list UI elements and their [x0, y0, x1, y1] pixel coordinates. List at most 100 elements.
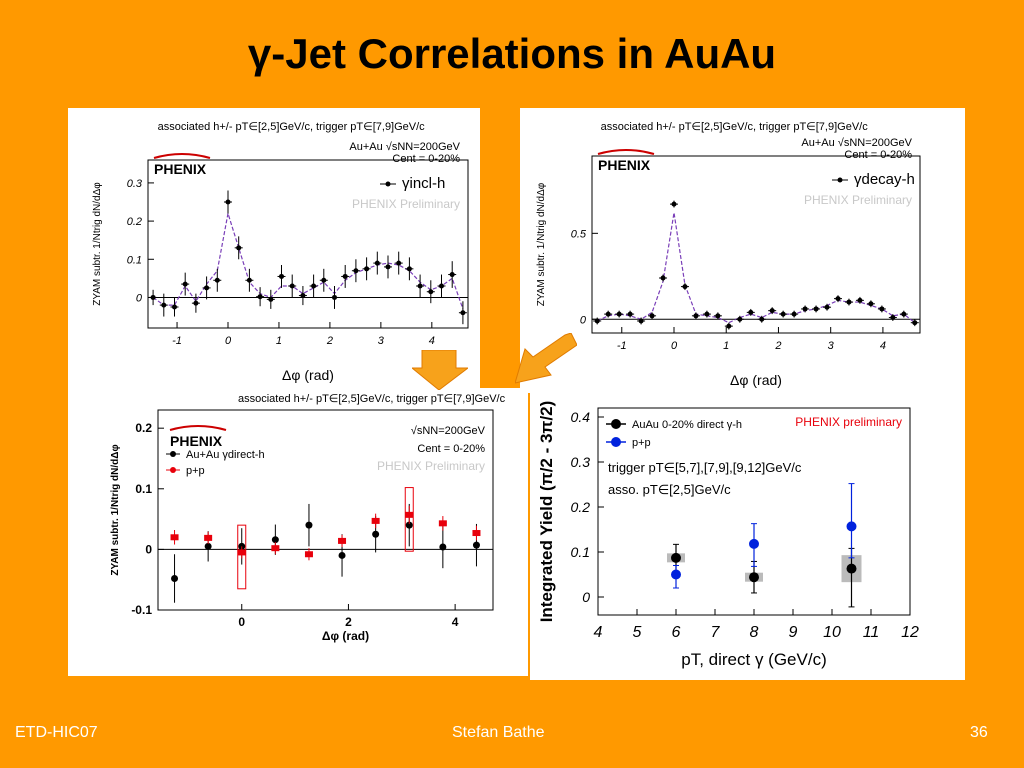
- chart-panel-decay: associated h+/- pT∈[2,5]GeV/c, trigger p…: [520, 108, 965, 393]
- data-point: [671, 569, 681, 580]
- data-point: [439, 543, 447, 551]
- data-point: [605, 311, 611, 317]
- data-point: [364, 266, 370, 272]
- diagonal-arrow-icon: [515, 333, 577, 384]
- plot-frame-2: [157, 409, 494, 611]
- y-tick-label: 0: [136, 292, 143, 304]
- phenix-logo-arc: [169, 425, 227, 431]
- y-tick-label: 0.3: [571, 454, 591, 470]
- y-tick-label: 0.1: [135, 482, 152, 496]
- y-tick-label: 0.2: [135, 421, 152, 435]
- plot-frame-0: [147, 159, 469, 329]
- phenix-logo-text: PHENIX: [170, 433, 223, 449]
- chart-panel-incl: associated h+/- pT∈[2,5]GeV/c, trigger p…: [68, 108, 480, 388]
- data-point: [161, 302, 167, 308]
- x-tick-label: -1: [172, 335, 182, 347]
- legend-marker: [837, 177, 843, 183]
- data-point: [331, 294, 337, 300]
- data-point: [616, 311, 622, 317]
- data-point: [150, 294, 156, 300]
- data-point: [338, 551, 346, 559]
- data-point: [749, 538, 759, 549]
- data-point: [371, 517, 380, 524]
- data-point: [671, 552, 681, 563]
- x-tick-label: 4: [429, 335, 435, 347]
- data-point: [438, 520, 447, 527]
- data-point: [749, 572, 759, 583]
- x-axis-label: pT, direct γ (GeV/c): [681, 650, 826, 669]
- sys-box: [404, 487, 414, 552]
- data-point: [171, 304, 177, 310]
- data-point: [385, 264, 391, 270]
- x-axis-label: Δφ (rad): [322, 629, 369, 643]
- x-tick-label: 1: [723, 340, 729, 352]
- data-point: [182, 281, 188, 287]
- y-tick-label: 0.4: [571, 409, 591, 425]
- y-tick-label: -0.1: [131, 603, 152, 617]
- data-point: [204, 542, 212, 550]
- data-point: [271, 545, 280, 552]
- phenix-logo-arc: [597, 149, 655, 155]
- x-tick-label: 0: [671, 340, 678, 352]
- fit-curve: [596, 212, 916, 324]
- data-point: [342, 273, 348, 279]
- legend-label: p+p: [632, 437, 651, 449]
- y-axis-label: Integrated Yield (π/2 - 3π/2): [537, 401, 556, 623]
- x-axis-label: Δφ (rad): [730, 372, 782, 388]
- x-tick-label: 3: [828, 340, 835, 352]
- data-point: [311, 283, 317, 289]
- x-tick-label: 4: [594, 624, 603, 641]
- chart-panel-direct: associated h+/- pT∈[2,5]GeV/c, trigger p…: [68, 388, 528, 676]
- slide-title: γ-Jet Correlations in AuAu: [247, 30, 777, 77]
- x-tick-label: 5: [633, 624, 642, 641]
- data-point: [405, 511, 414, 518]
- x-tick-label: 8: [750, 624, 759, 641]
- footer-left: ETD-HIC07: [15, 724, 98, 741]
- chart-incl: associated h+/- pT∈[2,5]GeV/c, trigger p…: [92, 121, 469, 383]
- data-point: [857, 297, 863, 303]
- data-point: [846, 521, 857, 532]
- x-tick-label: -1: [617, 340, 627, 352]
- data-point: [372, 530, 380, 538]
- footer-center: Stefan Bathe: [452, 724, 545, 741]
- data-point: [338, 537, 347, 544]
- data-point: [737, 316, 743, 322]
- x-tick-label: 0: [238, 615, 245, 629]
- x-tick-label: 10: [823, 624, 841, 641]
- data-point: [660, 275, 666, 281]
- chart-header: associated h+/- pT∈[2,5]GeV/c, trigger p…: [601, 121, 869, 133]
- data-point: [671, 201, 677, 207]
- data-point: [769, 308, 775, 314]
- legend-marker: [611, 419, 621, 429]
- phenix-logo-2: PHENIX: [169, 425, 227, 449]
- fit-curve: [152, 213, 464, 310]
- data-point: [170, 534, 179, 541]
- watermark: PHENIX preliminary: [795, 415, 902, 429]
- watermark: PHENIX Preliminary: [377, 459, 485, 473]
- plot-frame-1: [591, 155, 921, 334]
- data-point: [405, 521, 413, 529]
- data-point: [268, 296, 274, 302]
- phenix-logo-arc: [153, 153, 211, 159]
- y-axis-label: ZYAM subtr. 1/Ntrig dN/dΔφ: [110, 444, 121, 575]
- y-tick-label: 0: [580, 314, 587, 326]
- data-point: [353, 268, 359, 274]
- x-tick-label: 2: [345, 615, 352, 629]
- data-point: [846, 299, 852, 305]
- x-tick-label: 1: [276, 335, 282, 347]
- data-point: [396, 260, 402, 266]
- data-point: [726, 323, 732, 329]
- phenix-logo-text: PHENIX: [598, 157, 651, 173]
- y-tick-label: 0.3: [127, 178, 143, 190]
- data-point: [236, 245, 242, 251]
- centrality-label: Cent = 0-20%: [844, 149, 912, 161]
- data-point: [748, 309, 754, 315]
- data-point: [321, 277, 327, 283]
- data-point: [627, 311, 633, 317]
- data-point: [204, 285, 210, 291]
- data-point: [835, 296, 841, 302]
- data-point: [879, 306, 885, 312]
- data-point: [171, 574, 179, 582]
- data-point: [428, 289, 434, 295]
- x-axis-label: Δφ (rad): [282, 367, 334, 383]
